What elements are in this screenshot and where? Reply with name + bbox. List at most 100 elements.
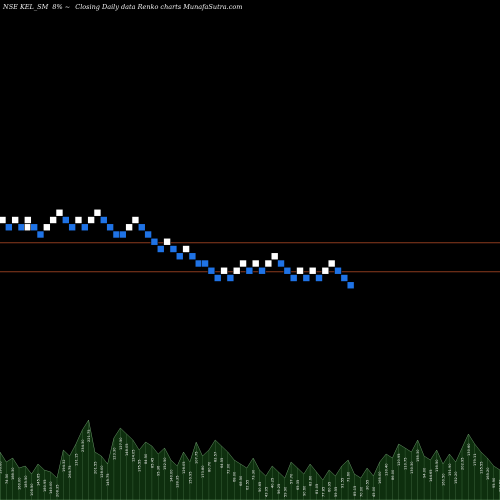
volume-label: 71.60	[347, 471, 351, 482]
volume-label: 85.45	[150, 458, 154, 468]
renko-brick-down	[302, 274, 311, 282]
chart-header: NSE KEL_SM 8% ~ Closing Daily data Renko…	[2, 3, 242, 11]
volume-label: 57.70	[290, 473, 294, 484]
renko-brick-down	[346, 281, 355, 290]
renko-brick-up	[327, 259, 336, 268]
volume-label: 145.75	[106, 473, 110, 486]
volume-label: 68.00	[233, 471, 237, 482]
volume-label: 185.50	[24, 475, 28, 488]
renko-brick-down	[226, 274, 235, 282]
renko-brick-down	[137, 223, 146, 232]
volume-label: 59.90	[283, 486, 287, 497]
renko-brick-down	[258, 266, 266, 275]
renko-brick-up	[182, 245, 190, 253]
renko-brick-up	[49, 216, 57, 224]
volume-label: 140.00	[169, 469, 173, 482]
renko-brick-down	[99, 216, 108, 224]
header-description: Closing Daily data Renko charts MunafaSu…	[75, 3, 242, 11]
volume-label: 196.66	[0, 461, 3, 474]
volume-label: 202.95	[461, 457, 465, 470]
volume-label: 131.15	[74, 453, 78, 466]
volume-label: 107.75	[195, 451, 199, 464]
renko-brick-down	[144, 230, 152, 239]
volume-label: 180.95	[43, 479, 47, 492]
renko-brick-up	[131, 216, 140, 224]
volume-label: 94.00	[423, 467, 427, 478]
volume-label: 65.35	[296, 480, 300, 490]
renko-brick-down	[17, 223, 26, 232]
volume-area	[0, 419, 500, 500]
volume-label: 188.30	[11, 467, 15, 480]
volume-label: 130.60	[467, 443, 471, 456]
volume-label: 90.60	[302, 485, 306, 496]
header-separator: 8% ~	[52, 3, 70, 11]
renko-brick-down	[61, 216, 70, 224]
volume-label: 128.35	[176, 475, 180, 488]
volume-label: 144.65	[429, 469, 433, 482]
renko-brick-down	[5, 223, 13, 232]
renko-brick-down	[80, 223, 89, 232]
volume-label: 86.00	[391, 469, 395, 480]
renko-brick-down	[201, 259, 209, 268]
volume-label: 80.70	[207, 461, 211, 472]
renko-brick-up	[220, 266, 228, 275]
renko-brick-up	[296, 266, 304, 275]
renko-brick-down	[169, 245, 178, 253]
renko-brick-up	[163, 237, 171, 246]
volume-label: 123.30	[112, 447, 116, 460]
renko-brick-down	[289, 274, 298, 282]
renko-brick-up	[74, 216, 83, 224]
volume-label: 221.75	[87, 429, 91, 442]
volume-label: 140.00	[49, 481, 53, 494]
renko-brick-down	[245, 266, 254, 275]
renko-brick-up	[87, 216, 95, 224]
volume-label: 64.55	[220, 458, 224, 468]
volume-label: 152.20	[454, 471, 458, 484]
volume-label: 77.85	[321, 487, 325, 497]
volume-label: 165.20	[486, 467, 490, 480]
volume-label: 85.15	[353, 486, 357, 496]
volume-label: 108.50	[30, 483, 34, 496]
volume-label: 45.00	[372, 486, 376, 497]
volume-label: 60.95	[328, 482, 332, 492]
volume-label: 30.55	[366, 480, 370, 490]
volume-label: 73.30	[252, 469, 256, 480]
renko-brick-up	[125, 223, 133, 232]
volume-label: 43.05	[264, 487, 268, 497]
renko-brick-up	[24, 216, 32, 224]
renko-brick-up	[24, 223, 32, 232]
volume-label: 126.05	[182, 461, 186, 474]
renko-brick-down	[30, 223, 38, 232]
renko-brick-down	[315, 274, 323, 282]
volume-label: 173.80	[201, 465, 205, 478]
volume-label: 124.05	[131, 449, 135, 462]
volume-label: 68.50	[239, 475, 243, 486]
renko-brick-up	[270, 252, 279, 261]
header-symbol: NSE KEL_SM	[2, 3, 49, 11]
volume-label: 50.65	[258, 482, 262, 492]
volume-label: 95.90	[492, 477, 496, 488]
renko-brick-up	[308, 266, 317, 275]
renko-brick-down	[36, 230, 45, 239]
volume-label: 130.30	[410, 461, 414, 474]
volume-label: 208.35	[56, 484, 60, 497]
volume-label: 59.55	[334, 487, 338, 497]
volume-label: 74.50	[5, 473, 9, 484]
renko-brick-down	[340, 274, 349, 282]
volume-label: 201.55	[93, 461, 97, 474]
renko-brick-down	[112, 230, 121, 239]
volume-label: 175.55	[138, 459, 142, 472]
volume-label: 103.50	[499, 479, 500, 492]
renko-brick-down	[118, 230, 127, 239]
volume-label: 56.25	[277, 484, 281, 494]
volume-label: 72.00	[226, 463, 230, 474]
volume-label: 62.55	[245, 480, 249, 490]
renko-brick-up	[93, 208, 102, 217]
renko-brick-down	[175, 252, 184, 261]
volume-label: 128.00	[100, 465, 104, 478]
renko-brick-up	[55, 208, 64, 217]
volume-label: 95.36	[157, 465, 161, 476]
volume-label: 120.95	[397, 453, 401, 466]
volume-label: 148.05	[125, 443, 129, 456]
